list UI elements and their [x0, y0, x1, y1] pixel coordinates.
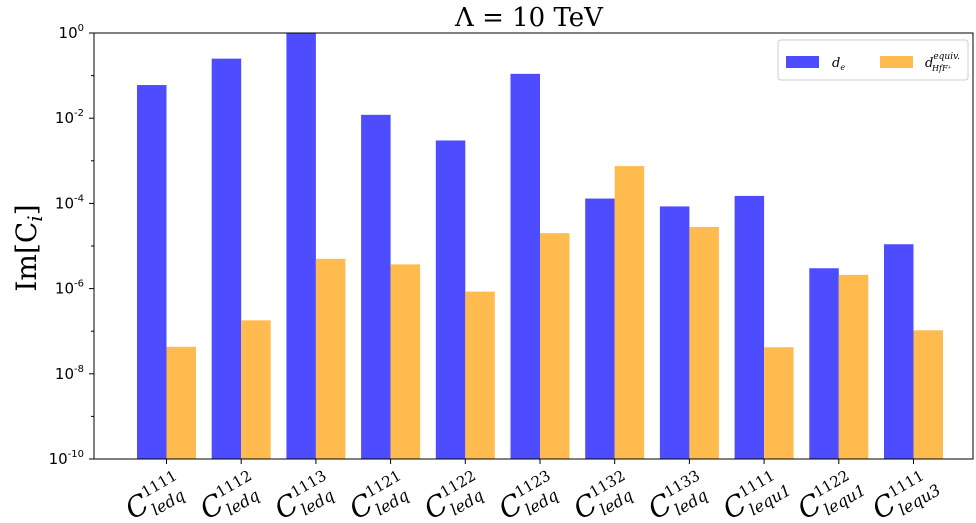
bar-d-e-1113-ledq: [286, 33, 316, 459]
y-tick-label: 10-4: [55, 193, 84, 212]
bar-d-hff-equiv-1111-lequ1: [764, 347, 794, 459]
bar-d-hff-equiv-1122-lequ1: [838, 274, 869, 459]
bar-d-e-1132-ledq: [585, 198, 615, 460]
bar-d-e-1111-lequ3: [884, 244, 914, 459]
legend: de dequiv. HfF⁺: [777, 39, 969, 81]
y-axis-label-subscript: i: [23, 215, 47, 221]
bar-d-e-1111-ledq: [137, 85, 167, 460]
bar-d-hff-equiv-1121-ledq: [390, 264, 421, 459]
bar-d-hff-equiv-1113-ledq: [315, 258, 346, 459]
bar-d-e-1122-lequ1: [809, 268, 839, 459]
bar-d-hff-equiv-1133-ledq: [689, 226, 719, 459]
bar-d-e-1133-ledq: [659, 206, 690, 459]
legend-label-d-hff-equiv: dequiv. HfF⁺: [925, 52, 960, 73]
y-tick-label: 100: [59, 23, 84, 42]
y-tick-label: 10-6: [55, 279, 84, 298]
bar-d-e-1123-ledq: [510, 73, 540, 459]
legend-swatch-d-hff-equiv: [880, 56, 913, 68]
bar-d-hff-equiv-1123-ledq: [540, 233, 570, 459]
plot-frame: [93, 32, 974, 460]
bar-d-hff-equiv-1111-lequ3: [913, 330, 943, 459]
bar-d-e-1112-ledq: [211, 58, 242, 460]
legend-box: [777, 39, 969, 81]
bar-d-e-1121-ledq: [361, 114, 391, 459]
bar-d-e-1111-lequ1: [734, 195, 765, 459]
y-tick-label: 10-2: [55, 108, 84, 127]
bar-d-hff-equiv-1112-ledq: [241, 320, 271, 459]
bar-d-hff-equiv-1111-ledq: [166, 346, 196, 459]
bar-d-hff-equiv-1132-ledq: [614, 166, 645, 459]
chart-title: Λ = 10 TeV: [454, 3, 604, 33]
y-tick-label: 10-10: [49, 449, 84, 468]
y-axis-label-main: Im[C: [10, 222, 43, 292]
bars-layer: [137, 33, 943, 460]
y-ticks-layer: 100 10-2 10-4 10-6 10-8 10-10: [49, 23, 94, 468]
bar-d-e-1122-ledq: [435, 140, 466, 459]
y-axis-label-close: ]: [10, 204, 43, 215]
y-axis-label: Im[Ci]: [10, 204, 47, 291]
legend-swatch-d-e: [786, 56, 819, 68]
legend-label-d-e: de: [832, 56, 845, 72]
y-tick-label: 10-8: [55, 364, 84, 383]
bar-d-hff-equiv-1122-ledq: [465, 291, 495, 459]
